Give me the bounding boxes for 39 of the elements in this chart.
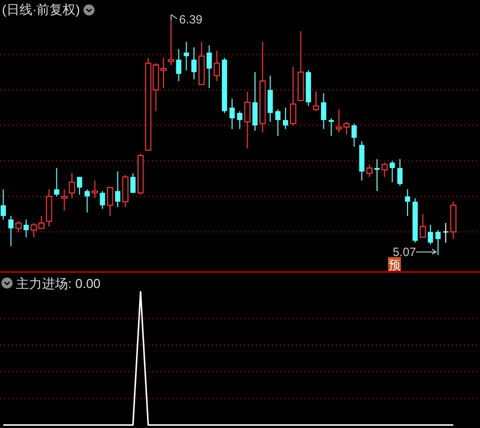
candlestick xyxy=(214,50,220,82)
candlestick xyxy=(54,167,60,197)
chart-title: 主力进场: 0.00 xyxy=(16,276,101,291)
candlestick xyxy=(390,160,395,183)
candlestick xyxy=(442,222,449,244)
candlestick xyxy=(428,224,434,245)
candlestick xyxy=(450,201,456,240)
candlestick xyxy=(404,188,410,216)
annotation: 5.07 xyxy=(392,245,416,259)
text: 预 xyxy=(388,258,400,272)
candlestick xyxy=(435,230,441,256)
candlestick xyxy=(115,171,120,208)
chart-title: (日线·前复权) xyxy=(2,2,80,17)
candlestick xyxy=(282,107,288,130)
candlestick xyxy=(374,158,380,192)
candlestick xyxy=(184,41,189,71)
candlestick xyxy=(206,44,212,89)
candlestick xyxy=(260,41,266,133)
candlestick xyxy=(352,123,357,148)
candlestick xyxy=(100,190,106,210)
candlestick xyxy=(275,108,280,137)
candlestick xyxy=(321,92,326,130)
candlestick xyxy=(0,188,6,220)
candlestick xyxy=(230,98,235,130)
candlestick xyxy=(61,188,68,212)
candlestick xyxy=(130,172,136,194)
candlestick xyxy=(397,158,403,186)
candlestick xyxy=(237,110,242,130)
candlestick xyxy=(328,118,334,137)
candlestick xyxy=(76,176,82,196)
candlestick xyxy=(244,91,250,149)
annotation: 6.39 xyxy=(179,12,203,27)
candlestick xyxy=(24,218,29,238)
candlestick xyxy=(8,215,14,247)
candlestick xyxy=(191,46,197,80)
candlestick xyxy=(252,72,258,132)
candlestick xyxy=(268,75,273,122)
candlestick xyxy=(176,48,182,82)
candlestick xyxy=(84,188,90,213)
